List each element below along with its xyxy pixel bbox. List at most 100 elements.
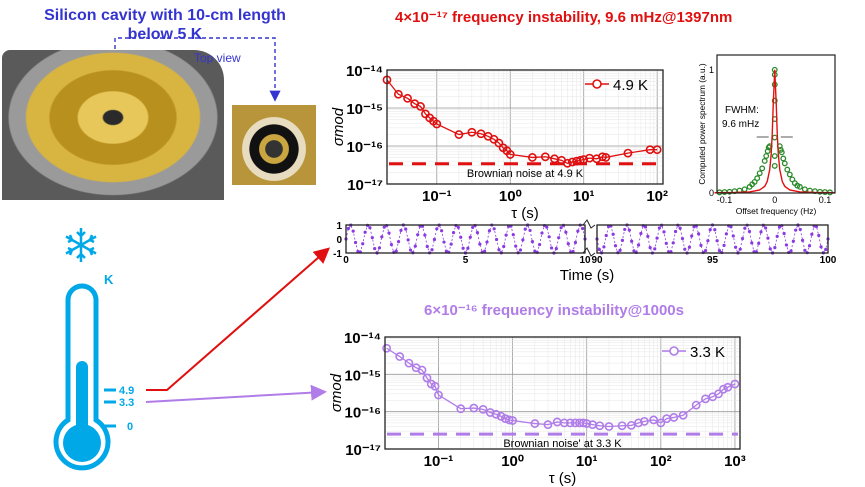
data-point <box>496 411 506 421</box>
signal-point <box>731 234 735 238</box>
spectrum-data-point <box>756 170 763 177</box>
data-point <box>430 381 440 391</box>
x-tick-label: 10⁻¹ <box>422 188 452 205</box>
y-tick-label: 10⁻¹⁶ <box>346 139 383 156</box>
spectrum-data-point <box>801 186 808 193</box>
chart-3.3K-allan: 10⁻¹ 10⁰ 10¹ 10² 10³ 10⁻¹⁴ 10⁻¹⁵ 10⁻¹⁶ 10⁻¹⁷ τ (s… <box>328 330 746 487</box>
signal-point <box>810 232 814 236</box>
data-point <box>504 415 514 425</box>
signal-point <box>361 242 365 246</box>
signal-point <box>643 225 648 229</box>
y-axis-label: σmod <box>330 107 347 146</box>
data-point <box>714 389 723 399</box>
signal-point <box>435 227 439 231</box>
signal-point <box>413 244 417 248</box>
signal-point <box>423 233 427 237</box>
signal-point <box>416 233 420 237</box>
signal-point <box>557 236 561 240</box>
signal-point <box>653 247 657 251</box>
signal-point <box>807 244 812 248</box>
data-point <box>570 418 580 428</box>
data-point <box>669 413 679 422</box>
thermometer-tick-3.3: 3.3 <box>119 397 134 409</box>
arrow-3.3K <box>145 384 327 403</box>
signal-point <box>370 236 374 240</box>
spectrum-data-point <box>771 162 778 169</box>
signal-point <box>425 244 429 249</box>
spectrum-data-point <box>796 183 803 190</box>
data-point <box>598 152 607 162</box>
signal-point <box>717 248 722 253</box>
data-point <box>456 404 466 414</box>
fwhm-annotation: FWHM: <box>725 105 759 116</box>
spectrum-data-point <box>741 186 748 193</box>
data-point <box>382 343 392 353</box>
y-tick-label: 10⁻¹⁵ <box>344 367 381 384</box>
thermometer-tick-0: 0 <box>127 421 133 433</box>
x-tick-label: 0.1 <box>819 195 832 205</box>
signal-point <box>382 225 386 229</box>
signal-point <box>782 231 786 236</box>
signal-point <box>639 231 643 236</box>
y-tick-label: 0 <box>336 235 342 246</box>
data-point <box>691 400 701 410</box>
spectrum-data-point <box>780 155 787 162</box>
signal-point <box>440 229 444 233</box>
signal-point <box>729 225 733 229</box>
signal-point <box>747 229 752 234</box>
signal-point <box>789 249 793 253</box>
signal-point <box>757 241 761 245</box>
signal-point <box>680 236 685 241</box>
data-point <box>404 358 414 368</box>
spectrum-data-point <box>771 153 778 159</box>
data-point <box>454 130 464 139</box>
signal-point <box>456 225 460 230</box>
signal-point <box>394 249 398 253</box>
signal-point <box>620 238 625 242</box>
legend-marker <box>592 79 602 89</box>
cavity-photo <box>2 50 224 200</box>
signal-point <box>683 247 687 251</box>
signal-point <box>722 243 726 247</box>
signal-point <box>687 245 692 249</box>
signal-point <box>814 224 819 229</box>
data-point <box>485 408 495 417</box>
signal-point <box>611 232 615 236</box>
signal-point <box>408 248 413 252</box>
signal-point <box>604 233 608 238</box>
signal-point <box>571 249 575 254</box>
signal-point <box>363 230 367 234</box>
data-point <box>432 119 442 129</box>
signal-point <box>528 228 532 233</box>
legend-label: 3.3 K <box>690 344 725 361</box>
x-tick-label: 10³ <box>724 453 746 470</box>
thermometer-tick-4.9: 4.9 <box>119 385 134 397</box>
data-point <box>582 419 592 428</box>
signal-point <box>368 226 372 230</box>
data-point <box>395 352 405 361</box>
signal-point <box>540 231 544 235</box>
data-point <box>494 138 504 148</box>
x-tick-label: 10⁰ <box>501 453 524 470</box>
data-point <box>540 152 550 162</box>
x-tick-label: 10² <box>650 453 672 470</box>
data-point <box>723 382 733 392</box>
signal-point <box>380 235 384 239</box>
data-point <box>478 405 488 414</box>
signal-point <box>511 233 515 237</box>
plot-frame <box>386 69 664 185</box>
signal-point <box>648 245 652 250</box>
signal-point <box>703 248 708 253</box>
signal-point <box>576 229 580 233</box>
signal-point <box>377 246 382 250</box>
signal-point <box>514 244 518 248</box>
series-line <box>386 347 736 428</box>
signal-point <box>399 228 403 233</box>
y-tick-label: 1 <box>709 65 714 75</box>
signal-line <box>596 224 829 254</box>
signal-point <box>581 226 585 231</box>
signal-point <box>824 247 828 252</box>
y-tick-label: 10⁻¹⁴ <box>344 330 381 347</box>
y-tick-label: 10⁻¹⁴ <box>346 63 383 80</box>
